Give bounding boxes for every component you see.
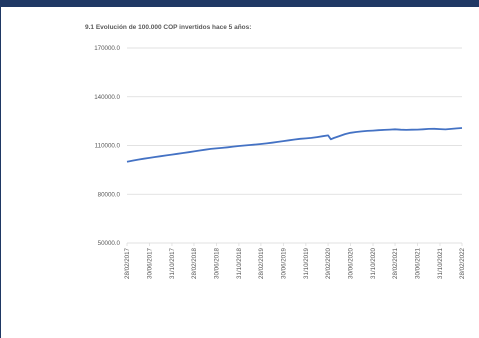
x-tick-label: 28/02/2017 [124,247,131,279]
x-axis-ticks: 28/02/2017 30/06/2017 31/10/2017 28/02/2018… [124,243,466,279]
y-tick-label: 80000.0 [98,191,121,198]
x-tick-label: 28/02/2018 [191,247,198,279]
x-tick-label: 28/02/2022 [459,247,466,279]
x-tick-label: 29/02/2020 [325,247,332,279]
frame-border [0,7,1,338]
x-tick-label: 31/10/2017 [169,247,176,279]
x-tick-label: 30/06/2018 [213,247,220,279]
x-tick-label: 31/10/2019 [303,247,310,279]
y-tick-label: 170000.0 [94,45,120,52]
header-bar [0,0,479,7]
series-line [126,127,463,163]
gridlines [127,47,462,244]
x-tick-label: 30/06/2021 [414,247,421,279]
x-tick-label: 30/06/2020 [347,247,354,279]
x-tick-label: 28/02/2019 [258,247,265,279]
x-tick-label: 28/02/2021 [392,247,399,279]
x-tick-label: 30/06/2019 [280,247,287,279]
y-tick-label: 50000.0 [98,240,121,247]
chart-title: 9.1 Evolución de 100.000 COP invertidos … [85,24,251,31]
x-tick-label: 31/10/2020 [370,247,377,279]
x-tick-label: 30/06/2017 [146,247,153,279]
y-tick-label: 140000.0 [94,94,120,101]
series-layer [126,127,463,163]
x-tick-label: 31/10/2018 [236,247,243,279]
y-axis-ticks: 170000.0 140000.0 110000.0 80000.0 50000.0 [94,45,120,247]
y-tick-label: 110000.0 [95,143,121,150]
x-tick-label: 31/10/2021 [437,247,444,279]
